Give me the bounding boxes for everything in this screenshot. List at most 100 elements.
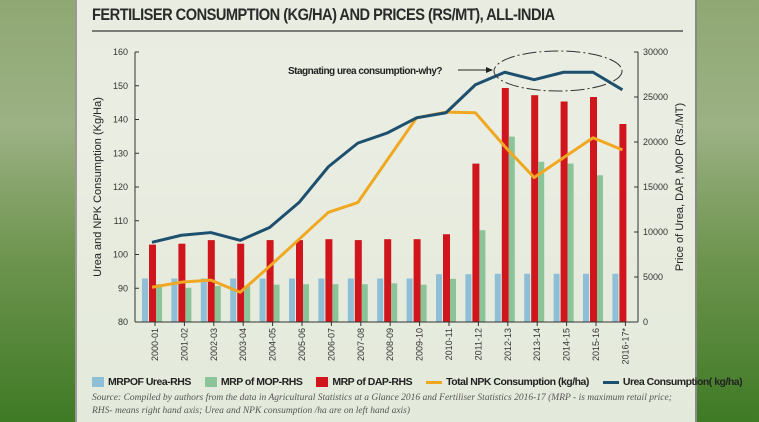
legend-swatch — [92, 377, 104, 387]
bar-mrp-of-mop-rhs — [156, 284, 162, 322]
x-tick-label: 2009-10 — [415, 328, 425, 361]
bar-mrp-of-dap-rhs — [472, 163, 480, 322]
legend-item: MRPOF Urea-RHS — [92, 376, 191, 388]
right-tick-label: 10000 — [643, 227, 668, 237]
left-tick-label: 150 — [113, 81, 128, 91]
left-tick-label: 110 — [114, 216, 128, 226]
left-tick-label: 100 — [113, 250, 128, 260]
right-tick-label: 15000 — [643, 182, 668, 192]
left-tick-label: 140 — [113, 115, 128, 125]
legend-swatch — [426, 380, 443, 384]
annotation-text: Stagnating urea consumption-why? — [288, 66, 442, 77]
bar-mrp-of-dap-rhs — [619, 124, 627, 322]
bar-mrp-of-mop-rhs — [244, 286, 251, 322]
right-tick-label: 5000 — [643, 272, 663, 282]
bar-mrpof-urea-rhs — [230, 278, 237, 322]
x-tick-label: 2004-05 — [268, 328, 278, 361]
bar-mrpof-urea-rhs — [524, 273, 531, 322]
bar-mrp-of-dap-rhs — [531, 95, 539, 322]
x-tick-label: 2001-02 — [179, 328, 189, 361]
bar-mrp-of-dap-rhs — [384, 239, 392, 322]
right-tick-label: 30000 — [643, 47, 668, 57]
bar-mrp-of-mop-rhs — [273, 284, 280, 322]
bar-mrpof-urea-rhs — [259, 278, 266, 322]
source-note: Source: Compiled by authors from the dat… — [92, 393, 672, 416]
x-tick-label: 2012-13 — [503, 328, 513, 361]
x-tick-label: 2013-14 — [532, 328, 542, 361]
bar-mrp-of-dap-rhs — [354, 240, 362, 322]
bar-mrp-of-mop-rhs — [303, 284, 309, 322]
bar-mrp-of-dap-rhs — [266, 240, 274, 322]
left-tick-label: 160 — [113, 47, 128, 57]
x-tick-label: 2002-03 — [209, 328, 219, 361]
bar-mrp-of-dap-rhs — [296, 240, 303, 322]
bar-mrpof-urea-rhs — [612, 273, 619, 322]
bar-mrpof-urea-rhs — [318, 278, 325, 322]
bar-mrp-of-dap-rhs — [501, 88, 509, 322]
legend-item: Total NPK Consumption (kg/ha) — [426, 376, 589, 388]
bar-mrpof-urea-rhs — [494, 273, 501, 322]
left-tick-label: 90 — [118, 283, 128, 293]
title-divider — [92, 30, 683, 32]
legend-label: MRP of DAP-RHS — [332, 376, 413, 388]
left-axis-title: Urea and NPK Consumption (Kg/Ha) — [92, 97, 104, 277]
legend-item: MRP of DAP-RHS — [316, 376, 413, 388]
bar-mrpof-urea-rhs — [200, 278, 207, 322]
right-axis-title: Price of Urea, DAP, MOP (Rs./MT) — [674, 103, 686, 271]
legend-label: MRP of MOP-RHS — [220, 376, 303, 388]
bar-mrp-of-dap-rhs — [443, 234, 450, 322]
bar-mrp-of-mop-rhs — [450, 278, 456, 322]
x-tick-label: 2005-06 — [297, 328, 307, 361]
x-tick-label: 2011-12 — [473, 328, 483, 360]
x-tick-label: 2016-17* — [620, 328, 630, 365]
x-tick-label: 2003-04 — [238, 328, 248, 361]
bar-mrp-of-mop-rhs — [214, 286, 221, 322]
bar-mrp-of-mop-rhs — [361, 284, 368, 322]
bar-mrp-of-mop-rhs — [597, 175, 603, 322]
bar-mrpof-urea-rhs — [553, 273, 560, 322]
x-tick-label: 2006-07 — [326, 328, 336, 361]
bar-mrp-of-dap-rhs — [413, 239, 421, 322]
bar-mrpof-urea-rhs — [142, 278, 148, 322]
x-tick-label: 2000-01 — [150, 328, 160, 361]
annotation-ellipse — [493, 50, 623, 92]
bar-mrp-of-dap-rhs — [590, 97, 597, 322]
bar-mrpof-urea-rhs — [289, 278, 295, 322]
x-tick-label: 2014-15 — [562, 328, 572, 361]
legend-swatch — [204, 377, 217, 387]
bar-mrp-of-mop-rhs — [391, 283, 398, 322]
annotation-arrowhead — [486, 67, 493, 73]
bar-mrp-of-mop-rhs — [185, 287, 192, 322]
bar-mrp-of-mop-rhs — [538, 161, 545, 322]
legend-label: Total NPK Consumption (kg/ha) — [446, 376, 589, 388]
bar-mrpof-urea-rhs — [377, 278, 384, 322]
line-urea-consumption-kg-ha- — [151, 70, 624, 244]
bar-mrp-of-mop-rhs — [508, 136, 515, 322]
right-tick-label: 25000 — [643, 92, 668, 102]
chart-title: FERTILISER CONSUMPTION (KG/HA) AND PRICE… — [92, 5, 555, 24]
right-tick-label: 0 — [643, 317, 648, 327]
bar-mrpof-urea-rhs — [436, 274, 442, 322]
x-tick-label: 2015-16 — [591, 328, 601, 361]
bar-mrp-of-mop-rhs — [420, 284, 427, 322]
left-tick-label: 80 — [118, 317, 128, 327]
left-tick-label: 130 — [113, 148, 128, 158]
legend-swatch — [316, 377, 329, 387]
legend-label: MRPOF Urea-RHS — [108, 376, 191, 388]
bar-mrpof-urea-rhs — [347, 278, 354, 322]
x-tick-label: 2008-09 — [385, 328, 395, 361]
bar-mrp-of-mop-rhs — [479, 230, 486, 322]
bar-mrp-of-mop-rhs — [332, 284, 339, 322]
bar-mrp-of-dap-rhs — [325, 239, 333, 322]
bar-mrp-of-dap-rhs — [237, 243, 245, 322]
legend-swatch — [602, 380, 619, 384]
x-tick-label: 2010-11 — [444, 328, 454, 360]
bar-mrp-of-mop-rhs — [567, 163, 574, 322]
bar-mrp-of-dap-rhs — [560, 101, 568, 322]
legend-item: Urea Consumption( kg/ha) — [602, 376, 743, 388]
x-tick-label: 2007-08 — [356, 328, 366, 361]
bar-mrp-of-dap-rhs — [149, 244, 156, 322]
annotation: Stagnating urea consumption-why? — [288, 50, 623, 92]
bar-mrpof-urea-rhs — [465, 274, 472, 322]
bar-mrpof-urea-rhs — [583, 273, 589, 322]
